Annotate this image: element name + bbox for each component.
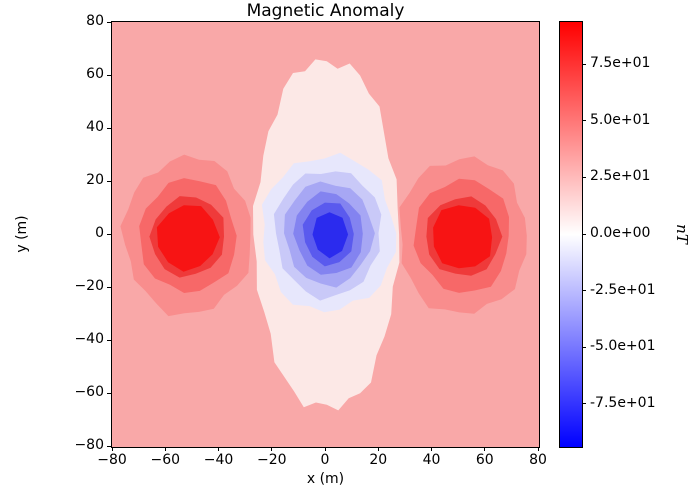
x-tick-mark <box>537 447 539 451</box>
colorbar-tick-mark <box>582 403 586 405</box>
colorbar-tick-label: -7.5e+01 <box>590 394 656 411</box>
y-tick-mark <box>107 339 111 341</box>
y-tick-mark <box>107 392 111 394</box>
y-tick-label: −60 <box>74 384 104 400</box>
x-tick-label: 60 <box>475 452 494 468</box>
x-tick-mark <box>271 447 273 451</box>
y-tick-mark <box>107 286 111 288</box>
y-tick-mark <box>107 74 111 76</box>
y-tick-label: −80 <box>74 437 104 453</box>
colorbar-tick-label: 0.0e+00 <box>590 225 651 241</box>
x-tick-label: −40 <box>203 452 234 468</box>
y-axis-label: y (m) <box>14 215 30 253</box>
y-tick-mark <box>107 21 111 23</box>
y-tick-mark <box>107 445 111 447</box>
y-tick-label: 80 <box>86 13 104 29</box>
y-tick-mark <box>107 233 111 235</box>
chart-title: Magnetic Anomaly <box>246 1 405 21</box>
x-tick-label: 40 <box>422 452 441 468</box>
y-tick-mark <box>107 127 111 129</box>
contour-region-pos-west-core <box>156 205 220 272</box>
y-tick-label: 20 <box>86 172 104 188</box>
y-tick-label: −40 <box>74 331 104 347</box>
contour-region-neg-core <box>312 212 349 259</box>
colorbar-tick-mark <box>582 120 586 122</box>
y-tick-label: −20 <box>74 278 104 294</box>
colorbar-tick-label: 7.5e+01 <box>590 55 651 72</box>
x-tick-mark <box>111 447 113 451</box>
colorbar-tick-label: -5.0e+01 <box>590 338 656 355</box>
colorbar-tick-mark <box>582 63 586 65</box>
y-tick-label: 60 <box>86 66 104 82</box>
contour-plot-area <box>111 21 540 448</box>
x-tick-label: 0 <box>320 452 330 468</box>
x-tick-label: −60 <box>150 452 181 468</box>
colorbar-tick-label: -2.5e+01 <box>590 281 656 298</box>
colorbar <box>559 21 583 448</box>
colorbar-unit-label: nT <box>673 224 691 244</box>
x-tick-mark <box>164 447 166 451</box>
colorbar-tick-label: 5.0e+01 <box>590 111 651 128</box>
colorbar-tick-label: 2.5e+01 <box>590 168 651 185</box>
colorbar-tick-mark <box>582 290 586 292</box>
x-tick-label: 80 <box>529 452 547 468</box>
x-tick-mark <box>377 447 379 451</box>
x-tick-label: −20 <box>256 452 287 468</box>
y-tick-mark <box>107 180 111 182</box>
x-tick-label: −80 <box>97 452 127 468</box>
x-tick-label: 20 <box>369 452 388 468</box>
x-tick-mark <box>218 447 219 451</box>
contour-layers <box>120 59 527 411</box>
colorbar-tick-mark <box>582 233 586 235</box>
x-tick-mark <box>431 447 432 451</box>
x-tick-mark <box>484 447 486 451</box>
x-tick-mark <box>324 447 326 451</box>
colorbar-tick-mark <box>582 346 586 348</box>
y-tick-label: 0 <box>95 225 104 241</box>
x-axis-label: x (m) <box>306 471 345 487</box>
colorbar-tick-mark <box>582 176 586 178</box>
contour-region-pos-east-core <box>433 205 493 269</box>
y-tick-label: 40 <box>86 119 104 135</box>
